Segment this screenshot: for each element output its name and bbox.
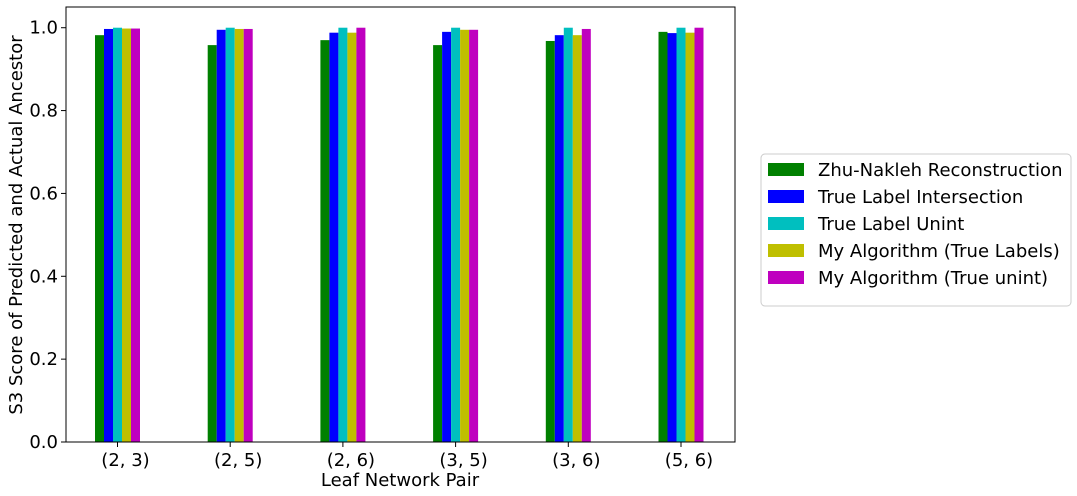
plot-frame: [65, 6, 736, 443]
bar: [685, 32, 695, 442]
x-tick-label: (3, 6): [552, 450, 600, 471]
bar: [658, 31, 668, 443]
x-tick-label: (2, 5): [214, 450, 262, 471]
y-tick-label: 0.8: [29, 101, 58, 122]
bar: [347, 32, 357, 442]
legend: Zhu-Nakleh Reconstruction True Label Inte…: [760, 153, 1072, 307]
bar: [563, 27, 573, 443]
bar: [572, 35, 582, 443]
legend-label: Zhu-Nakleh Reconstruction: [818, 160, 1062, 181]
bar: [320, 40, 330, 442]
bar: [329, 32, 339, 442]
bar: [234, 28, 244, 443]
bars-group: [95, 27, 704, 443]
bar: [131, 28, 140, 442]
bar: [95, 35, 104, 443]
bar: [225, 27, 235, 443]
bar: [243, 28, 253, 443]
bar: [694, 27, 704, 443]
legend-frame: [760, 153, 1072, 307]
legend-swatch: [768, 271, 804, 284]
bar: [460, 29, 470, 442]
y-tick-label: 0.4: [29, 266, 58, 287]
y-tick-label: 0.6: [29, 183, 58, 204]
bar: [442, 31, 452, 443]
legend-label: True Label Intersection: [817, 187, 1023, 208]
y-tick-label: 1.0: [29, 18, 58, 39]
bar: [104, 28, 113, 443]
bar: [433, 45, 443, 443]
bar: [216, 29, 226, 442]
y-tick-label: 0.0: [29, 432, 58, 453]
bar: [338, 27, 348, 443]
bar: [545, 40, 555, 442]
y-tick-label: 0.2: [29, 349, 58, 370]
x-tick-label: (2, 6): [327, 450, 375, 471]
y-axis-label: S3 Score of Predicted and Actual Ancesto…: [6, 35, 27, 415]
legend-swatch: [768, 163, 804, 176]
legend-label: My Algorithm (True Labels): [818, 241, 1060, 262]
x-tick-label: (3, 5): [439, 450, 487, 471]
bar: [356, 27, 366, 443]
bar: [207, 45, 217, 443]
legend-swatch: [768, 244, 804, 257]
legend-label: My Algorithm (True unint): [818, 268, 1048, 289]
bar: [122, 28, 131, 442]
x-tick-label: (5, 6): [665, 450, 713, 471]
bar: [581, 28, 591, 443]
legend-swatch: [768, 217, 804, 230]
bar: [451, 27, 461, 443]
x-axis-label: Leaf Network Pair: [321, 470, 480, 491]
legend-items: Zhu-Nakleh Reconstruction True Label Inte…: [768, 160, 1062, 289]
bar: [554, 35, 564, 443]
bar: [667, 33, 677, 442]
legend-label: True Label Unint: [817, 214, 964, 235]
x-axis-ticks: (2, 3) (2, 5) (2, 6) (3, 5) (3, 6) (5, 6): [101, 442, 713, 471]
bar: [676, 27, 686, 443]
x-tick-label: (2, 3): [101, 450, 149, 471]
legend-swatch: [768, 190, 804, 203]
bar: [469, 29, 479, 442]
y-axis-ticks: 0.0 0.2 0.4 0.6 0.8 1.0: [29, 18, 66, 453]
bar: [113, 27, 122, 443]
